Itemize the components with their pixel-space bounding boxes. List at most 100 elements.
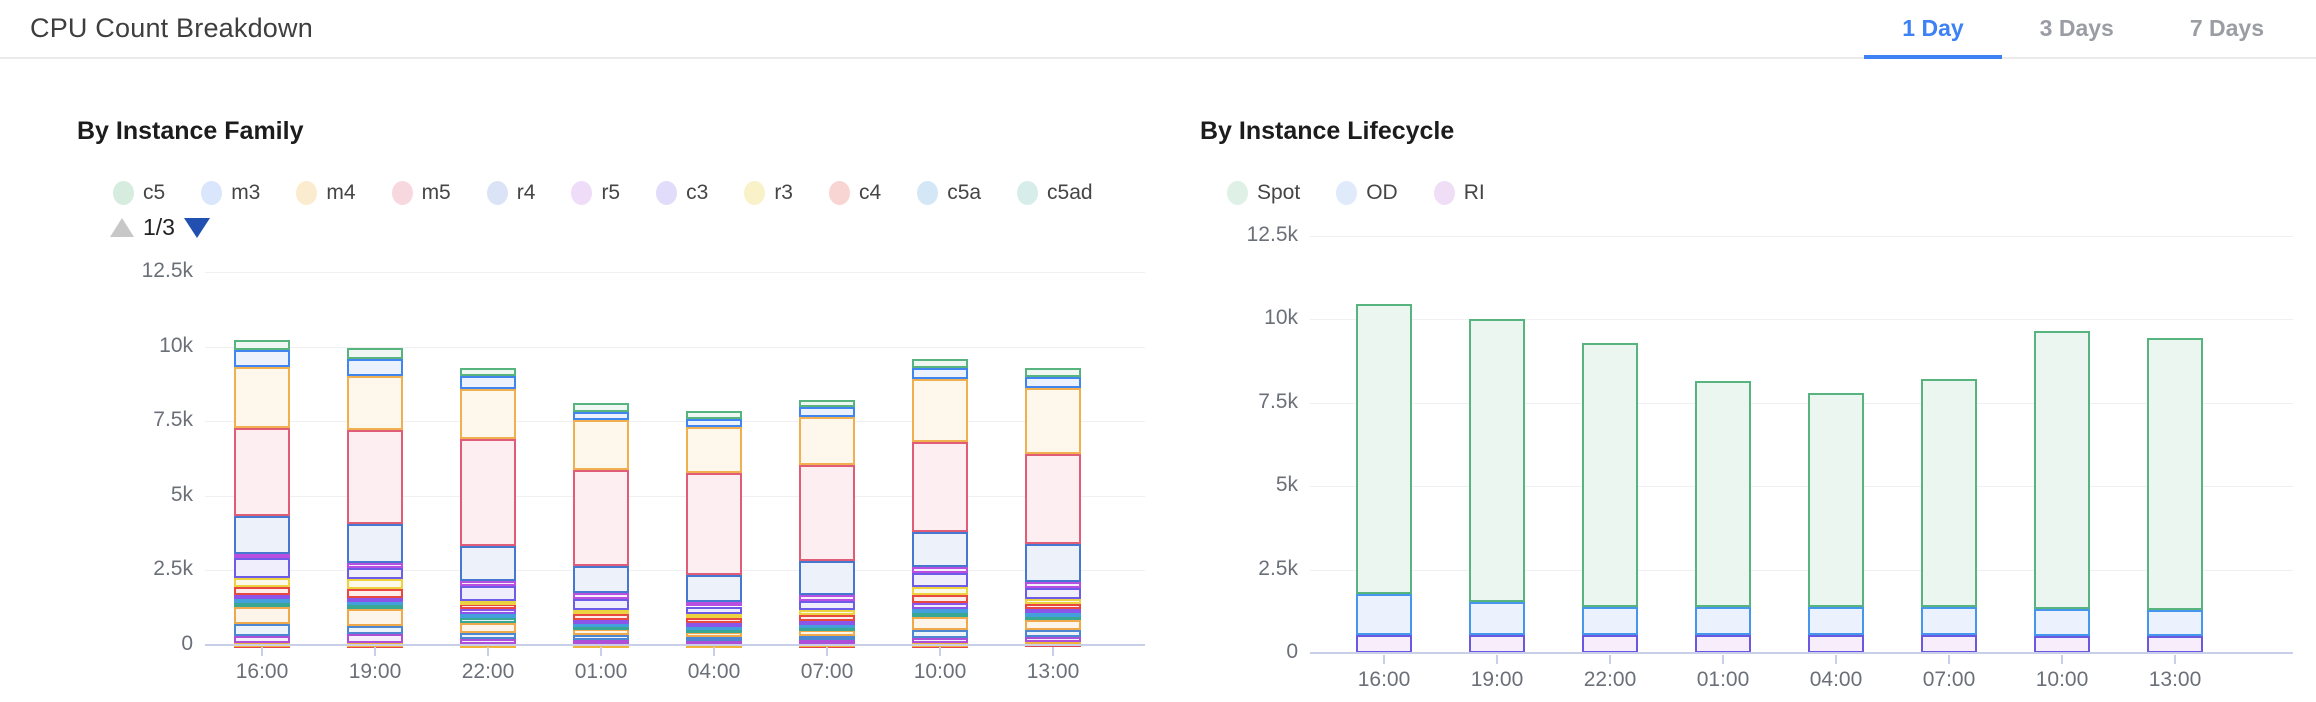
bar-segment-r3 <box>573 609 629 615</box>
bar-segment-unlabeled <box>912 629 968 638</box>
bar-segment-c5 <box>460 368 516 377</box>
legend-label: r3 <box>774 181 793 204</box>
bar-segment-c3 <box>460 586 516 602</box>
bar-segment-m4 <box>573 420 629 471</box>
legend-dot-icon <box>296 181 318 205</box>
y-axis-label: 5k <box>1275 472 1298 496</box>
bar-segment-c5ad <box>234 602 290 608</box>
x-axis-tick <box>487 647 489 656</box>
grid-line <box>205 570 1145 572</box>
bar-segment-unlabeled <box>460 639 516 644</box>
legend-dot-icon <box>829 181 850 205</box>
tab-7-days[interactable]: 7 Days <box>2189 15 2264 41</box>
bar-segment-od <box>1469 602 1525 635</box>
bar-segment-r3 <box>686 613 742 619</box>
y-axis-label: 7.5k <box>153 407 193 431</box>
legend-dot-icon <box>486 181 508 205</box>
x-axis-label: 13:00 <box>1026 660 1080 683</box>
bar-segment-m4 <box>460 389 516 440</box>
legend-dot-icon <box>656 181 678 205</box>
bar-segment-c5ad <box>912 612 968 617</box>
bar-segment-m5 <box>234 427 290 516</box>
legend-item-c4[interactable]: c4 <box>829 181 881 205</box>
bar-segment-c5 <box>799 400 855 407</box>
legend-item-ri[interactable]: RI <box>1433 181 1485 205</box>
x-axis-tick <box>261 647 263 656</box>
bar-segment-c4 <box>1025 604 1081 610</box>
bar-segment-unlabeled <box>1025 609 1081 614</box>
bar-segment-r4 <box>347 524 403 563</box>
legend-item-c5a[interactable]: c5a <box>917 181 981 205</box>
y-axis-label: 10k <box>159 333 193 357</box>
bar-segment-unlabeled <box>234 623 290 636</box>
bar-segment-spot <box>1582 342 1638 607</box>
legend-label: r4 <box>516 181 536 204</box>
legend-item-m4[interactable]: m4 <box>296 181 356 205</box>
bar-segment-m4 <box>347 375 403 430</box>
bar-segment-unlabeled <box>460 609 516 614</box>
bar-segment-m3 <box>799 406 855 417</box>
tab-1-day[interactable]: 1 Day <box>1864 0 2003 59</box>
y-axis-label: 12.5k <box>141 258 193 282</box>
bar-segment-unlabeled <box>573 629 629 636</box>
legend-dot-icon <box>1227 181 1248 205</box>
bar-segment-c5 <box>347 348 403 360</box>
bar-segment-c5 <box>912 359 968 368</box>
bar-segment-unlabeled <box>799 620 855 625</box>
legend-item-spot[interactable]: Spot <box>1227 181 1300 205</box>
legend-item-od[interactable]: OD <box>1336 181 1398 205</box>
bar-segment-spot <box>1921 379 1977 607</box>
legend-item-r5[interactable]: r5 <box>571 181 620 205</box>
bar-segment-r5 <box>460 581 516 587</box>
legend-label: c5a <box>947 181 982 204</box>
legend-item-c5ad[interactable]: c5ad <box>1017 181 1093 205</box>
bar-segment-unlabeled <box>912 603 968 610</box>
bar-segment-r5 <box>347 562 403 568</box>
grid-line <box>1310 569 2293 571</box>
grid-line <box>1310 486 2293 488</box>
grid-line <box>205 495 1145 497</box>
x-axis-tick <box>1052 647 1054 656</box>
bar-segment-od <box>2034 608 2090 636</box>
tab-3-days[interactable]: 3 Days <box>2039 15 2114 41</box>
x-axis-label: 10:00 <box>913 660 967 683</box>
bar-segment-unlabeled <box>573 639 629 644</box>
legend-item-m5[interactable]: m5 <box>391 181 451 205</box>
legend-item-r4[interactable]: r4 <box>486 181 536 205</box>
bar-segment-ri <box>1808 634 1864 653</box>
x-axis-label: 01:00 <box>1696 668 1750 691</box>
bar-segment-c4 <box>234 587 290 596</box>
legend-item-r3[interactable]: r3 <box>744 181 793 205</box>
bar-segment-unlabeled <box>234 607 290 624</box>
bar-segment-unlabeled <box>912 616 968 630</box>
x-axis-tick <box>1948 655 1950 664</box>
bar-segment-c5ad <box>347 605 403 610</box>
bar-segment-c5ad <box>460 618 516 623</box>
bar-segment-c4 <box>799 615 855 621</box>
bar-segment-m4 <box>912 379 968 443</box>
legend-page-down-icon[interactable] <box>183 217 210 238</box>
x-axis-label: 04:00 <box>687 660 741 683</box>
bar-segment-od <box>1695 606 1751 635</box>
bar-segment-r4 <box>1025 544 1081 583</box>
x-axis-label: 16:00 <box>1357 668 1411 691</box>
legend-item-m3[interactable]: m3 <box>201 181 260 205</box>
legend-dot-icon <box>1336 181 1358 205</box>
bar-segment-r3 <box>347 579 403 590</box>
legend-item-c5[interactable]: c5 <box>113 181 165 205</box>
chart-title: By Instance Lifecycle <box>1200 116 1455 145</box>
bar-segment-m4 <box>686 426 742 473</box>
bar-segment-unlabeled <box>799 639 855 644</box>
legend-label: OD <box>1366 181 1398 204</box>
legend-label: m5 <box>421 181 451 204</box>
legend-item-c3[interactable]: c3 <box>656 181 708 205</box>
bar-segment-c3 <box>912 573 968 587</box>
bar-segment-c5a <box>912 609 968 614</box>
legend-page-up-icon[interactable] <box>110 218 134 237</box>
legend-dot-icon <box>571 181 593 205</box>
bar-segment-r3 <box>1025 599 1081 605</box>
bar-segment-unlabeled <box>686 636 742 641</box>
legend-page-indicator: 1/3 <box>143 214 175 240</box>
